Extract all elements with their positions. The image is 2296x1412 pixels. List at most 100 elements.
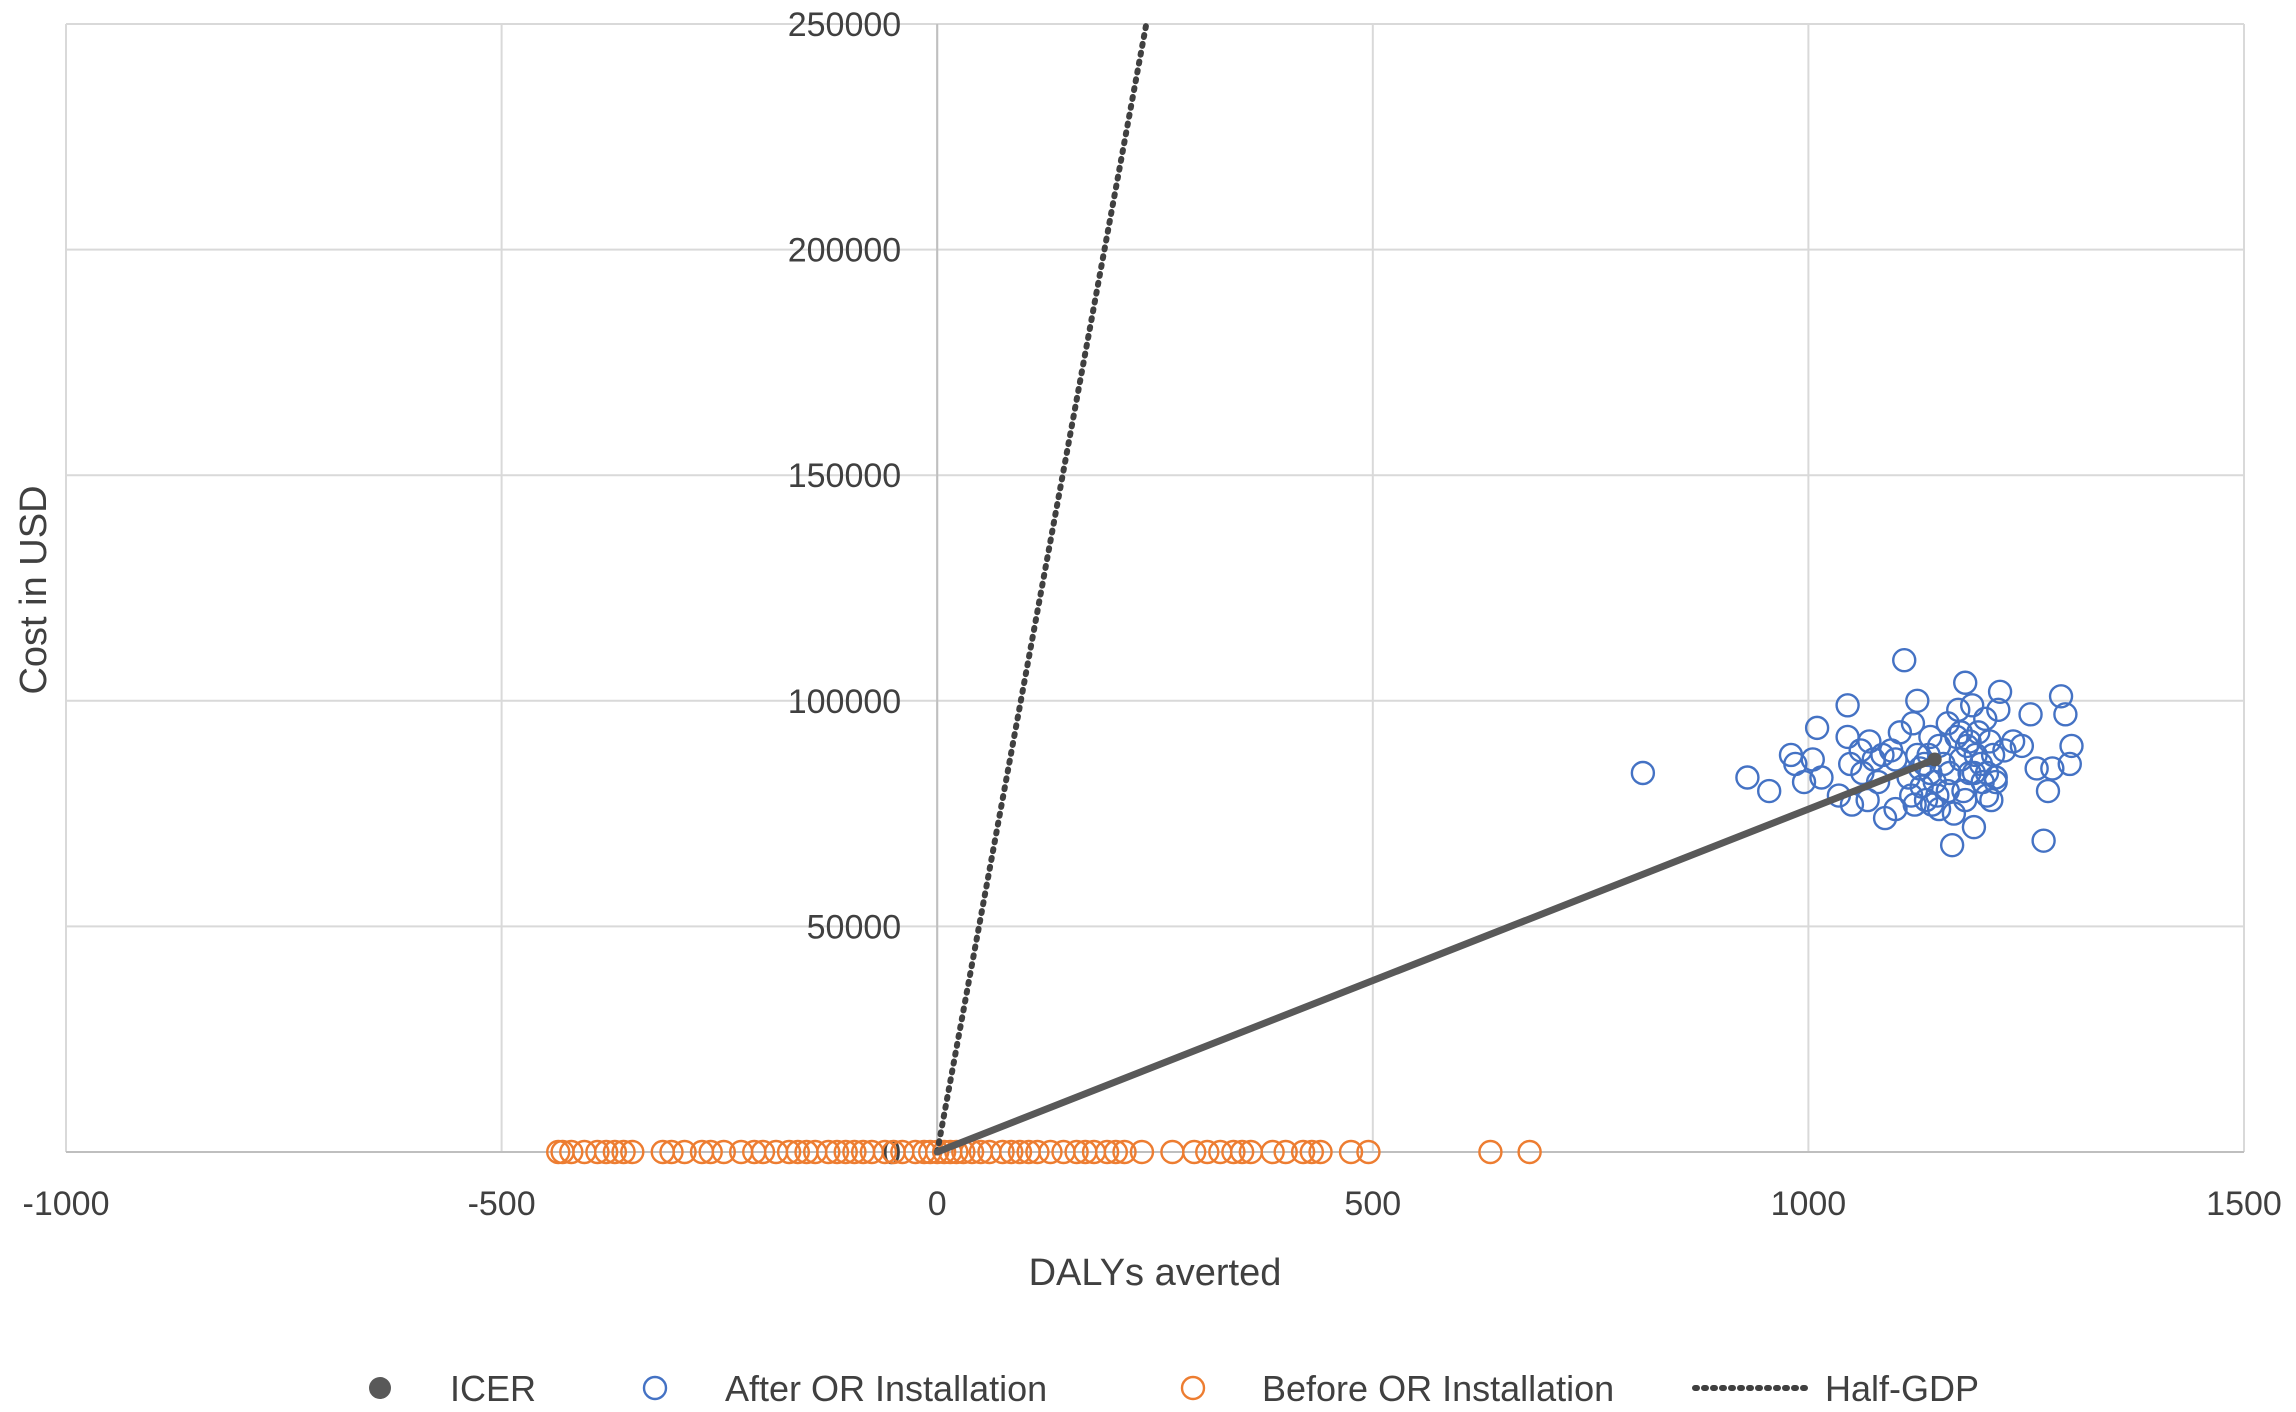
after-point: [1883, 796, 1908, 822]
after-point: [1941, 801, 1967, 826]
x-tick-label: 1500: [2206, 1185, 2282, 1223]
after-point: [1887, 720, 1913, 745]
before-point: [620, 1139, 645, 1165]
before-point: [1025, 1139, 1050, 1165]
after-point: [1926, 796, 1952, 822]
x-tick-label: 1000: [1771, 1185, 1847, 1223]
after-point: [1977, 729, 2002, 754]
before-point: [602, 1139, 628, 1165]
before-point: [585, 1139, 610, 1165]
after-point: [1992, 738, 2017, 763]
before-point: [1260, 1139, 1285, 1165]
after-point: [2048, 684, 2074, 709]
after-point: [1957, 729, 1982, 754]
after-point: [1925, 783, 1950, 808]
after-point: [1961, 760, 1987, 786]
legend-label: Half-GDP: [1825, 1368, 1979, 1407]
before-point: [824, 1139, 850, 1165]
before-point: [1299, 1139, 1325, 1165]
before-point: [1038, 1139, 1063, 1165]
after-point: [2059, 733, 2084, 759]
after-point: [1979, 787, 2004, 813]
before-point: [776, 1139, 802, 1165]
after-point: [1900, 711, 1926, 736]
before-point: [999, 1139, 1024, 1165]
before-point: [1356, 1139, 1381, 1165]
before-point: [672, 1139, 697, 1165]
y-tick-label: 250000: [788, 6, 901, 44]
legend-label: Before OR Installation: [1262, 1368, 1614, 1407]
before-point: [1112, 1139, 1137, 1165]
after-point: [2031, 828, 2056, 853]
before-point: [1290, 1139, 1316, 1165]
before-point: [1103, 1139, 1128, 1165]
icer-point: [1927, 752, 1942, 767]
before-point: [1182, 1139, 1207, 1165]
before-point: [1478, 1139, 1503, 1165]
after-point: [2053, 702, 2078, 727]
after-point: [1735, 765, 1760, 790]
before-point: [785, 1139, 811, 1165]
icer-line: [933, 755, 1939, 1156]
after-point: [1791, 769, 1817, 795]
before-point: [659, 1139, 684, 1165]
after-point: [1959, 693, 1985, 718]
after-point: [1983, 769, 2008, 795]
x-tick-label: -1000: [23, 1185, 110, 1223]
after-point: [1835, 724, 1860, 750]
before-point: [1129, 1139, 1155, 1165]
grid-lines: [65, 23, 2245, 1153]
after-point: [1918, 724, 1943, 750]
half-gdp-line: [934, 21, 1150, 1155]
after-point: [1987, 679, 2013, 704]
before-point: [1007, 1139, 1033, 1165]
after-point: [1961, 814, 1987, 840]
after-point: [1953, 670, 1978, 695]
before-point: [611, 1139, 636, 1165]
tick-labels: -1000 -500 0 500 1000 15000500001000001500002…: [23, 6, 2282, 1223]
after-point: [2040, 756, 2065, 781]
before-point: [559, 1139, 584, 1165]
legend-open-circle-icon: [642, 1375, 668, 1401]
before-point: [711, 1139, 736, 1165]
y-tick-label: 50000: [807, 908, 902, 946]
before-point: [816, 1139, 841, 1165]
after-point: [2009, 733, 2035, 759]
after-point: [1974, 783, 2000, 808]
before-point: [1094, 1139, 1120, 1165]
legend-label: After OR Installation: [725, 1368, 1047, 1407]
before-point: [750, 1139, 776, 1165]
before-point: [1064, 1139, 1089, 1165]
after-point: [1865, 769, 1891, 795]
after-point: [1905, 688, 1930, 713]
after-point: [1948, 720, 1974, 745]
after-point: [1630, 760, 1656, 786]
after-point: [1835, 693, 1860, 718]
before-point: [833, 1139, 858, 1165]
after-point: [1804, 715, 1830, 741]
after-point: [2018, 702, 2043, 727]
before-point: [931, 1139, 957, 1165]
before-point: [593, 1139, 619, 1165]
before-point: [1308, 1139, 1333, 1165]
legend-open-circle-icon: [1180, 1375, 1206, 1401]
after-point: [1857, 729, 1882, 754]
y-tick-label: 150000: [788, 457, 901, 495]
legend-icer-marker-icon: [369, 1377, 391, 1399]
after-point: [2057, 751, 2082, 777]
x-tick-label: 500: [1344, 1185, 1401, 1223]
before-point: [1338, 1139, 1364, 1165]
x-tick-label: -500: [468, 1185, 536, 1223]
before-point: [698, 1139, 723, 1165]
series-after-or-installation: [1630, 647, 2084, 858]
after-point: [2024, 756, 2049, 781]
y-tick-label: 100000: [788, 683, 901, 721]
after-point: [1973, 706, 1998, 732]
after-point: [1986, 697, 2011, 723]
x-axis-label: DALYs averted: [1029, 1252, 1282, 1294]
after-point: [1939, 832, 1965, 858]
after-point: [1809, 765, 1834, 790]
after-point: [1756, 778, 1782, 804]
